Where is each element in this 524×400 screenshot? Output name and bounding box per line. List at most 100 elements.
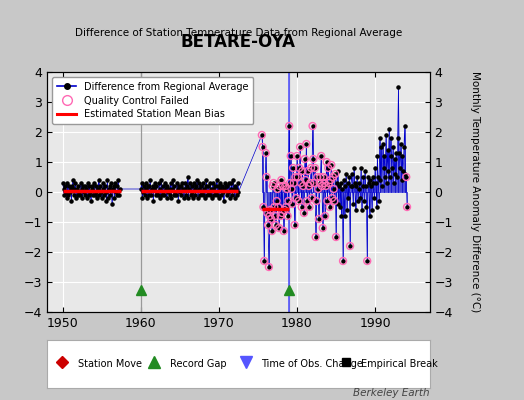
Point	[270, 204, 279, 210]
Point	[154, 192, 162, 198]
Point	[166, 192, 174, 198]
Point	[309, 156, 318, 162]
Text: Difference of Station Temperature Data from Regional Average: Difference of Station Temperature Data f…	[75, 28, 402, 38]
Point	[327, 162, 335, 168]
Point	[390, 156, 399, 162]
Point	[212, 189, 220, 195]
Point	[291, 174, 300, 180]
Point	[384, 147, 392, 153]
Point	[291, 174, 300, 180]
Point	[81, 183, 90, 189]
Point	[150, 186, 158, 192]
Point	[146, 177, 155, 183]
Point	[281, 183, 289, 189]
Point	[97, 195, 106, 201]
Point	[173, 186, 182, 192]
Point	[153, 189, 161, 195]
Point	[202, 177, 211, 183]
Point	[317, 153, 325, 159]
Point	[189, 195, 198, 201]
Point	[309, 123, 317, 129]
Point	[284, 198, 292, 204]
Point	[356, 195, 364, 201]
Point	[164, 189, 172, 195]
Point	[101, 183, 109, 189]
Point	[279, 183, 287, 189]
Point	[64, 192, 72, 198]
Point	[279, 183, 287, 189]
Point	[155, 180, 163, 186]
Point	[179, 186, 187, 192]
Point	[90, 180, 98, 186]
Point	[215, 186, 224, 192]
Point	[206, 180, 214, 186]
Point	[193, 177, 201, 183]
Point	[269, 183, 277, 189]
Point	[176, 189, 184, 195]
Point	[301, 156, 309, 162]
Point	[353, 174, 361, 180]
Point	[209, 180, 217, 186]
Point	[355, 180, 364, 186]
Point	[340, 177, 348, 183]
Point	[330, 186, 338, 192]
Point	[397, 177, 406, 183]
Point	[149, 198, 158, 204]
Point	[170, 183, 179, 189]
Point	[191, 186, 199, 192]
Point	[204, 189, 213, 195]
Point	[325, 180, 333, 186]
Point	[174, 198, 182, 204]
Point	[330, 186, 338, 192]
Point	[201, 195, 209, 201]
Point	[71, 180, 80, 186]
Point	[337, 213, 346, 219]
Point	[158, 183, 167, 189]
Point	[323, 198, 332, 204]
Point	[346, 243, 354, 249]
Point	[309, 156, 318, 162]
Point	[284, 198, 292, 204]
Point	[222, 183, 230, 189]
Point	[214, 183, 222, 189]
Point	[304, 183, 313, 189]
Point	[328, 195, 336, 201]
Point	[258, 132, 266, 138]
Point	[322, 183, 330, 189]
Point	[156, 195, 165, 201]
Point	[288, 201, 297, 207]
Point	[89, 192, 97, 198]
Point	[148, 183, 157, 189]
Point	[168, 186, 176, 192]
Point	[311, 234, 320, 240]
Point	[140, 192, 149, 198]
Point	[287, 153, 295, 159]
Point	[264, 222, 272, 228]
Point	[293, 153, 301, 159]
Point	[396, 165, 404, 171]
Point	[329, 174, 337, 180]
Point	[61, 183, 69, 189]
Point	[310, 180, 319, 186]
Point	[196, 192, 204, 198]
Point	[159, 189, 168, 195]
Point	[388, 165, 396, 171]
Point	[269, 180, 278, 186]
Point	[265, 264, 273, 270]
Point	[330, 198, 339, 204]
Point	[295, 165, 303, 171]
Point	[182, 192, 190, 198]
Point	[158, 192, 166, 198]
Point	[208, 195, 216, 201]
Point	[376, 135, 384, 141]
Point	[230, 186, 238, 192]
Point	[314, 216, 323, 222]
Point	[403, 204, 411, 210]
Point	[151, 192, 160, 198]
Point	[315, 180, 324, 186]
Point	[307, 165, 315, 171]
Point	[272, 198, 281, 204]
Point	[280, 207, 289, 213]
Point	[322, 159, 331, 165]
Point	[188, 189, 196, 195]
